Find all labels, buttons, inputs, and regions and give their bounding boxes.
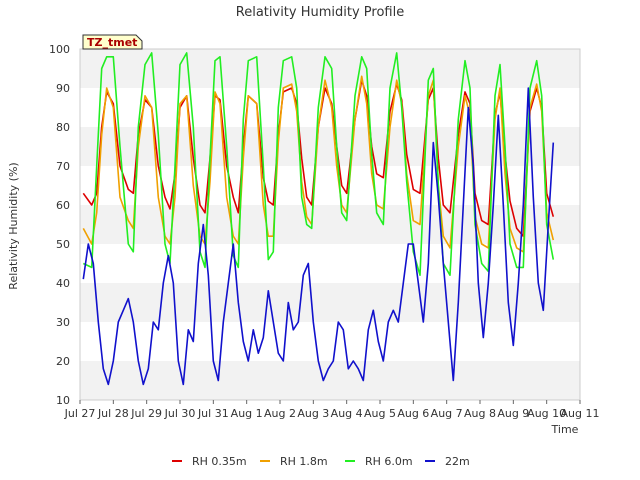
legend-label: RH 6.0m xyxy=(365,455,413,468)
y-tick-label: 60 xyxy=(56,199,70,212)
y-tick-label: 100 xyxy=(49,43,70,56)
badge-label: TZ_tmet xyxy=(87,36,137,49)
grid-bands xyxy=(80,49,580,400)
y-tick-label: 70 xyxy=(56,160,70,173)
x-tick-label: Aug 7 xyxy=(431,407,463,420)
y-tick-label: 90 xyxy=(56,82,70,95)
legend-label: RH 0.35m xyxy=(192,455,247,468)
x-tick-label: Jul 29 xyxy=(130,407,162,420)
x-tick-label: Aug 8 xyxy=(464,407,496,420)
x-tick-label: Aug 11 xyxy=(561,407,600,420)
badge-shape xyxy=(82,34,143,50)
grid-band xyxy=(80,49,580,88)
x-tick-label: Aug 2 xyxy=(264,407,296,420)
x-tick-label: Aug 3 xyxy=(297,407,329,420)
x-tick-label: Jul 30 xyxy=(164,407,196,420)
y-tick-label: 50 xyxy=(56,238,70,251)
y-tick-label: 20 xyxy=(56,355,70,368)
station-badge: TZ_tmet xyxy=(82,34,143,50)
chart-title: Relativity Humidity Profile xyxy=(236,5,404,20)
plot-frame xyxy=(79,48,581,401)
y-axis-label: Relativity Humidity (%) xyxy=(7,162,20,289)
x-tick-label: Aug 4 xyxy=(331,407,363,420)
x-axis-ticks: Jul 27 Jul 28 Jul 29 Jul 30 Jul 31 Aug 1 Aug 2… xyxy=(64,400,600,420)
y-tick-label: 30 xyxy=(56,316,70,329)
x-tick-label: Jul 28 xyxy=(97,407,129,420)
legend-label: RH 1.8m xyxy=(280,455,328,468)
y-axis-ticks: 10 20 30 40 50 60 70 80 90 100 xyxy=(49,43,70,407)
x-tick-label: Aug 1 xyxy=(231,407,263,420)
grid-band xyxy=(80,283,580,322)
x-tick-label: Jul 27 xyxy=(64,407,96,420)
x-tick-label: Aug 6 xyxy=(397,407,429,420)
x-axis-label: Time xyxy=(551,423,579,436)
y-tick-label: 40 xyxy=(56,277,70,290)
y-tick-label: 10 xyxy=(56,394,70,407)
y-tick-label: 80 xyxy=(56,121,70,134)
legend-label: 22m xyxy=(445,455,470,468)
x-tick-label: Aug 9 xyxy=(497,407,529,420)
x-tick-label: Aug 10 xyxy=(527,407,566,420)
x-tick-label: Aug 5 xyxy=(364,407,396,420)
series-line-22m xyxy=(82,87,555,386)
x-tick-label: Jul 31 xyxy=(197,407,229,420)
series-lines xyxy=(82,52,555,386)
legend: RH 0.35m RH 1.8m RH 6.0m 22m xyxy=(172,455,470,468)
